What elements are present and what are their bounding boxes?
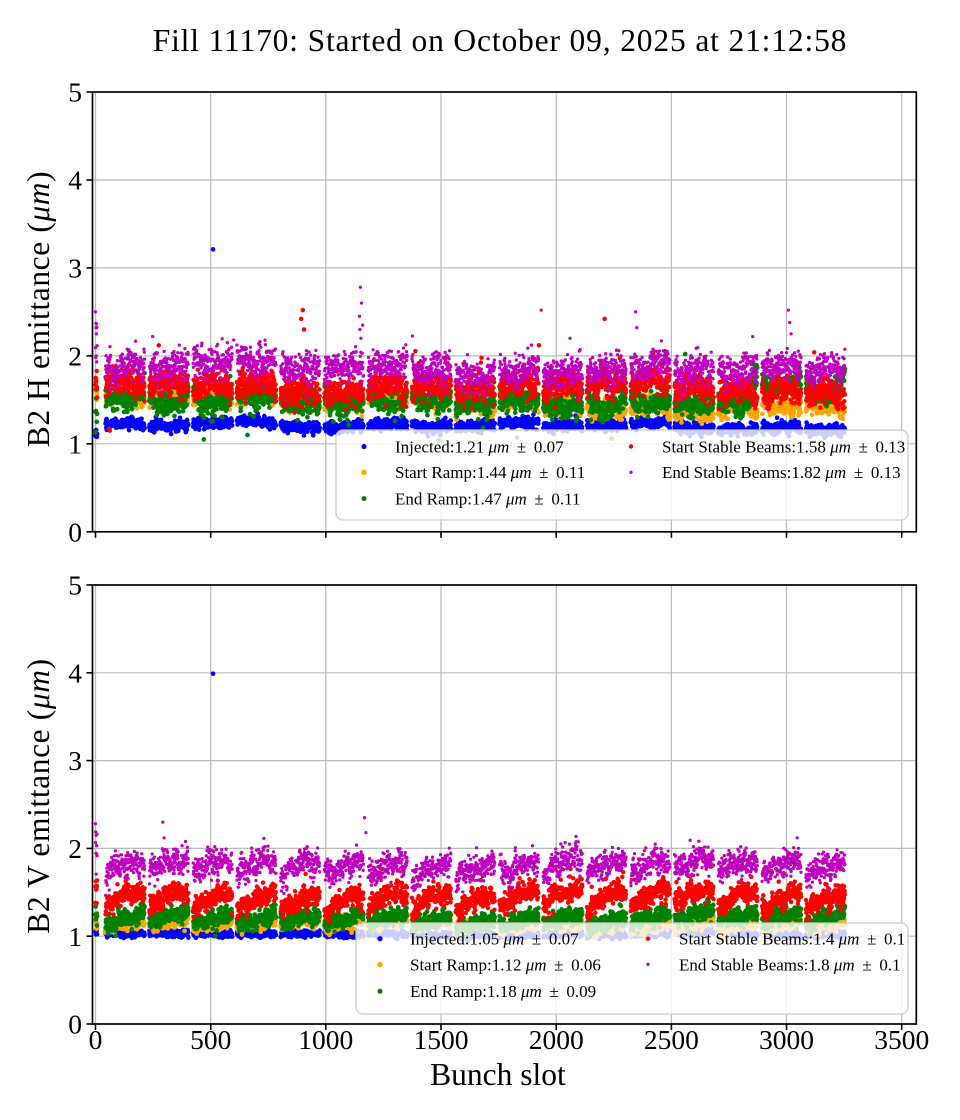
svg-text:Bunch slot: Bunch slot	[430, 1057, 566, 1092]
svg-text:Fill 11170: Started on October: Fill 11170: Started on October 09, 2025 …	[153, 23, 848, 58]
svg-text:0: 0	[89, 1024, 103, 1055]
svg-text:3: 3	[68, 745, 82, 776]
svg-text:5: 5	[68, 570, 82, 601]
svg-text:End Ramp:1.18 μm ± 0.09: End Ramp:1.18 μm ± 0.09	[410, 982, 596, 1001]
svg-text:0: 0	[68, 1009, 82, 1040]
svg-text:5: 5	[68, 77, 82, 108]
svg-text:Injected:1.05 μm ± 0.07: Injected:1.05 μm ± 0.07	[410, 930, 579, 949]
svg-text:3500: 3500	[874, 1024, 929, 1055]
svg-text:Start Stable Beams:1.58 μm ±: Start Stable Beams:1.58 μm ± 0.13	[662, 437, 905, 456]
svg-text:0: 0	[68, 516, 82, 547]
svg-text:2: 2	[68, 341, 82, 372]
svg-text:4: 4	[68, 165, 82, 196]
svg-text:B2 H emittance (μm): B2 H emittance (μm)	[21, 171, 56, 448]
svg-text:Start Ramp:1.44 μm ± 0.11: Start Ramp:1.44 μm ± 0.11	[395, 463, 585, 482]
svg-text:1000: 1000	[298, 1024, 353, 1055]
svg-text:3000: 3000	[759, 1024, 814, 1055]
svg-text:1500: 1500	[414, 1024, 469, 1055]
svg-text:B2 V emittance (μm): B2 V emittance (μm)	[21, 658, 56, 933]
svg-text:Start Ramp:1.12 μm ± 0.06: Start Ramp:1.12 μm ± 0.06	[410, 955, 601, 974]
svg-text:Injected:1.21 μm ± 0.07: Injected:1.21 μm ± 0.07	[395, 437, 564, 456]
svg-text:2000: 2000	[529, 1024, 584, 1055]
svg-text:1: 1	[68, 428, 82, 459]
svg-text:4: 4	[68, 657, 82, 688]
svg-text:Start Stable Beams:1.4 μm ±: Start Stable Beams:1.4 μm ± 0.1	[679, 930, 905, 949]
svg-text:End Stable Beams:1.82 μm ± 0: End Stable Beams:1.82 μm ± 0.13	[662, 463, 901, 482]
svg-text:2: 2	[68, 833, 82, 864]
svg-text:1: 1	[68, 921, 82, 952]
svg-text:End Ramp:1.47 μm ± 0.11: End Ramp:1.47 μm ± 0.11	[395, 490, 581, 509]
svg-text:End Stable Beams:1.8 μm ± 0.: End Stable Beams:1.8 μm ± 0.1	[679, 955, 901, 974]
svg-text:500: 500	[190, 1024, 231, 1055]
svg-text:2500: 2500	[644, 1024, 699, 1055]
svg-text:3: 3	[68, 253, 82, 284]
